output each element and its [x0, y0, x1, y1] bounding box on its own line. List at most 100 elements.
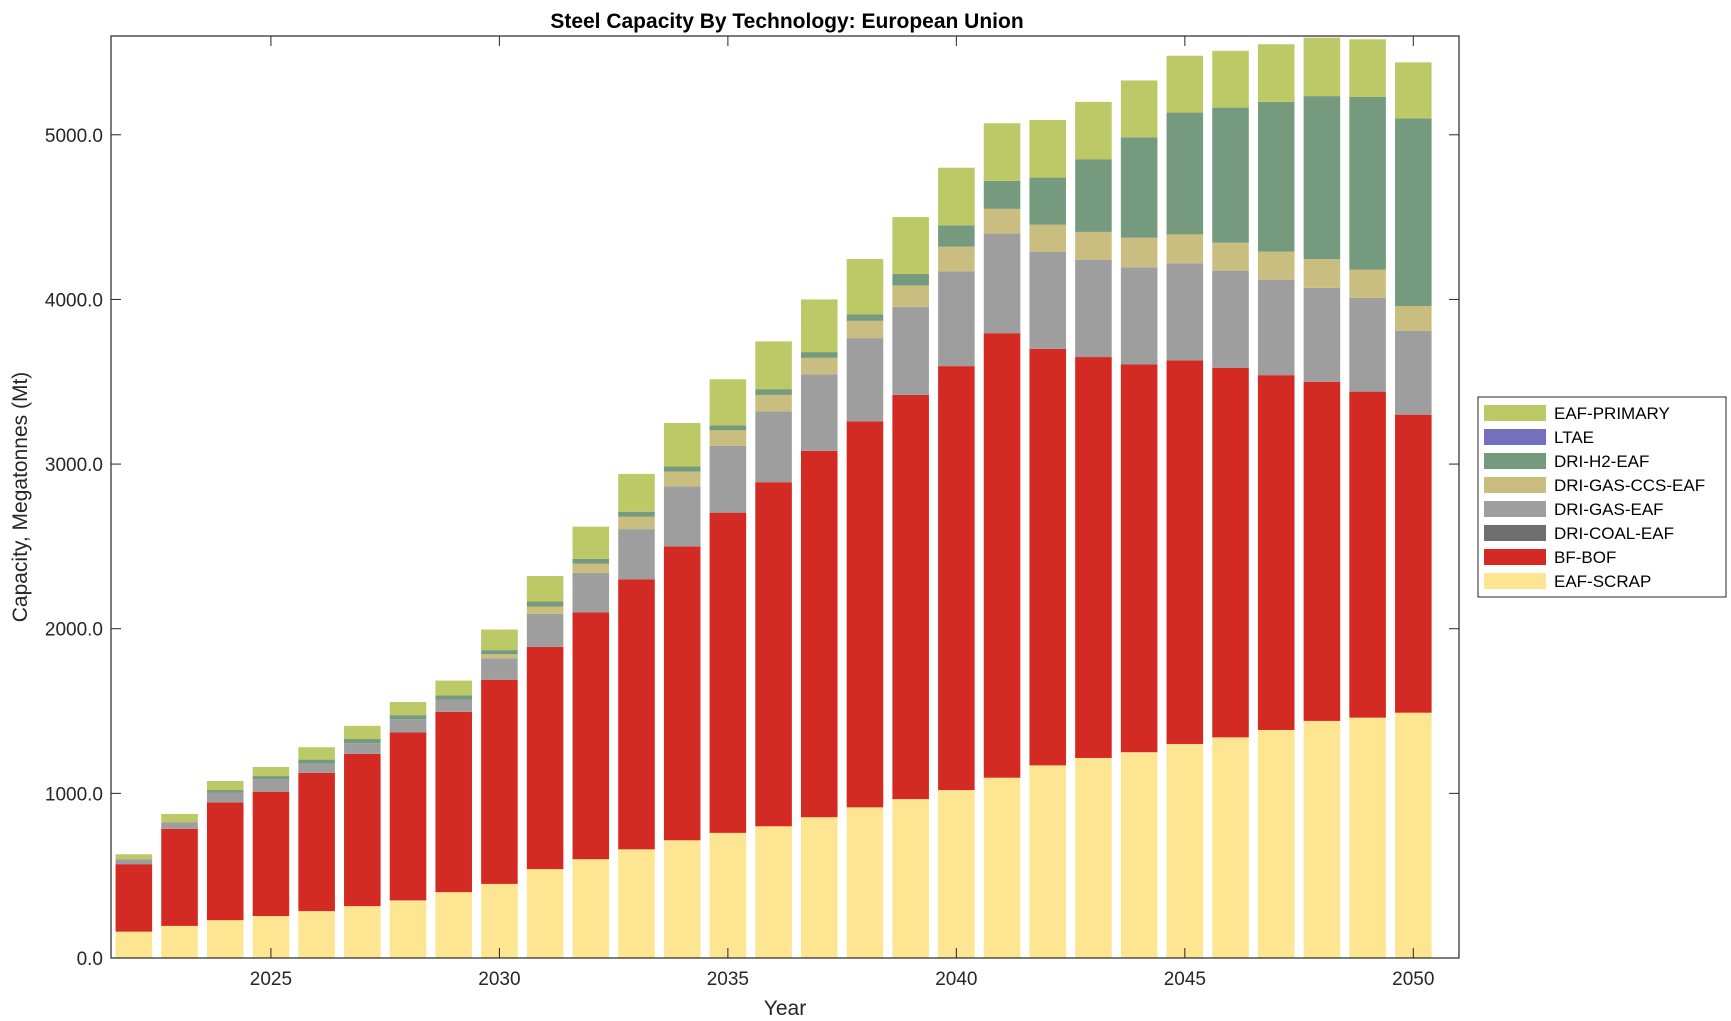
bar-eaf-primary-2036	[755, 341, 792, 390]
bar-bf-bof-2044	[1120, 364, 1158, 753]
bar-dri-gas-eaf-2023	[161, 822, 198, 829]
bar-eaf-primary-2023	[161, 813, 198, 823]
legend-label-ltae: LTAE	[1554, 428, 1594, 447]
bar-bf-bof-2038	[846, 421, 884, 808]
bar-dri-gas-eaf-2025	[252, 779, 290, 792]
plot-area	[110, 35, 1460, 959]
bar-eaf-primary-2027	[344, 725, 381, 740]
bar-eaf-primary-2040	[938, 167, 975, 226]
bar-dri-gas-ccs-eaf-2039	[892, 285, 929, 307]
bar-dri-gas-eaf-2038	[846, 338, 884, 422]
bar-dri-gas-eaf-2050	[1395, 330, 1432, 415]
bar-dri-h2-eaf-2038	[846, 314, 884, 321]
bar-eaf-primary-2031	[526, 576, 564, 602]
bar-dri-gas-eaf-2045	[1166, 263, 1204, 361]
bar-dri-gas-eaf-2034	[663, 486, 701, 547]
legend-swatch-dri-gas-eaf	[1484, 501, 1546, 517]
bar-eaf-primary-2033	[618, 473, 655, 512]
bar-eaf-scrap-2022	[115, 931, 153, 958]
ticks-layer: 2025 2030 2035 2040 2045 2050 0.0 1000.0 2000.0 3…	[45, 36, 1459, 990]
legend-label-dri-gas-ccs-eaf: DRI-GAS-CCS-EAF	[1554, 476, 1705, 495]
bar-eaf-scrap-2026	[298, 911, 335, 958]
bar-eaf-primary-2045	[1166, 55, 1204, 113]
bar-bf-bof-2028	[389, 732, 427, 901]
bar-dri-gas-ccs-eaf-2035	[709, 430, 747, 446]
bar-dri-gas-ccs-eaf-2034	[663, 471, 701, 487]
bar-dri-gas-eaf-2044	[1120, 267, 1158, 365]
bar-eaf-primary-2046	[1212, 50, 1249, 108]
bar-bf-bof-2030	[481, 679, 518, 884]
bar-bf-bof-2036	[755, 482, 792, 827]
legend-swatch-bf-bof	[1484, 549, 1546, 565]
bar-eaf-scrap-2048	[1303, 720, 1341, 958]
bar-eaf-primary-2029	[435, 680, 472, 696]
bar-dri-h2-eaf-2030	[481, 650, 518, 655]
legend: EAF-PRIMARY LTAE DRI-H2-EAF DRI-GAS-CCS-EAF…	[1477, 396, 1727, 598]
x-tick-label: 2030	[478, 969, 520, 990]
bar-dri-gas-ccs-eaf-2037	[800, 357, 838, 375]
bar-eaf-primary-2043	[1075, 101, 1112, 160]
bar-bf-bof-2035	[709, 512, 747, 833]
bar-dri-gas-eaf-2031	[526, 613, 564, 647]
bar-dri-gas-ccs-eaf-2033	[618, 516, 655, 530]
bar-eaf-primary-2035	[709, 379, 747, 426]
bar-dri-h2-eaf-2032	[572, 558, 610, 564]
bar-eaf-primary-2032	[572, 526, 610, 559]
bar-dri-gas-ccs-eaf-2042	[1029, 224, 1067, 252]
bar-eaf-scrap-2030	[481, 883, 518, 958]
bar-dri-gas-eaf-2024	[206, 792, 244, 803]
bar-dri-gas-ccs-eaf-2038	[846, 320, 884, 339]
bar-dri-gas-ccs-eaf-2043	[1075, 231, 1112, 260]
bar-eaf-primary-2042	[1029, 119, 1067, 178]
bar-dri-gas-eaf-2028	[389, 719, 427, 733]
legend-label-eaf-primary: EAF-PRIMARY	[1554, 404, 1670, 423]
bar-bf-bof-2045	[1166, 360, 1204, 744]
bar-eaf-scrap-2040	[938, 790, 975, 958]
bar-dri-h2-eaf-2035	[709, 425, 747, 431]
legend-label-bf-bof: BF-BOF	[1554, 548, 1616, 567]
bars-layer	[115, 37, 1432, 959]
bar-eaf-scrap-2024	[206, 920, 244, 958]
bar-dri-h2-eaf-2027	[344, 739, 381, 744]
bar-dri-gas-ccs-eaf-2030	[481, 654, 518, 659]
bar-bf-bof-2034	[663, 546, 701, 841]
bar-dri-h2-eaf-2043	[1075, 159, 1112, 232]
bar-dri-gas-eaf-2029	[435, 699, 472, 712]
bar-bf-bof-2029	[435, 711, 472, 893]
bar-dri-gas-eaf-2022	[115, 859, 153, 865]
bar-eaf-scrap-2041	[983, 777, 1021, 958]
bar-dri-gas-ccs-eaf-2044	[1120, 237, 1158, 268]
bar-dri-gas-ccs-eaf-2047	[1257, 251, 1295, 280]
bar-dri-h2-eaf-2050	[1395, 118, 1432, 307]
bar-dri-gas-eaf-2039	[892, 306, 929, 395]
bar-eaf-primary-2048	[1303, 37, 1341, 97]
bar-eaf-scrap-2036	[755, 826, 792, 958]
bar-eaf-scrap-2050	[1395, 712, 1432, 958]
y-tick-label: 5000.0	[45, 126, 103, 147]
bar-dri-h2-eaf-2041	[983, 180, 1021, 209]
bar-dri-gas-eaf-2030	[481, 658, 518, 680]
bar-eaf-scrap-2045	[1166, 743, 1204, 958]
bar-eaf-scrap-2039	[892, 799, 929, 958]
x-tick-label: 2035	[707, 969, 749, 990]
bar-dri-h2-eaf-2034	[663, 466, 701, 472]
bar-eaf-scrap-2033	[618, 849, 655, 958]
bar-dri-h2-eaf-2026	[298, 759, 335, 764]
x-tick-label: 2045	[1164, 969, 1206, 990]
bar-dri-gas-eaf-2032	[572, 572, 610, 613]
bar-dri-h2-eaf-2033	[618, 511, 655, 517]
bar-dri-gas-eaf-2027	[344, 743, 381, 754]
bar-dri-gas-eaf-2046	[1212, 270, 1249, 368]
x-tick-label: 2040	[935, 969, 977, 990]
bar-bf-bof-2032	[572, 612, 610, 860]
bar-dri-gas-ccs-eaf-2040	[938, 246, 975, 272]
bar-dri-h2-eaf-2044	[1120, 137, 1158, 238]
bar-dri-h2-eaf-2046	[1212, 107, 1249, 243]
bar-eaf-scrap-2028	[389, 900, 427, 959]
bar-eaf-primary-2024	[206, 781, 244, 791]
y-tick-label: 2000.0	[45, 620, 103, 641]
bar-eaf-primary-2039	[892, 217, 929, 274]
bar-bf-bof-2042	[1029, 348, 1067, 766]
bar-bf-bof-2031	[526, 646, 564, 870]
bar-eaf-scrap-2023	[161, 925, 198, 958]
